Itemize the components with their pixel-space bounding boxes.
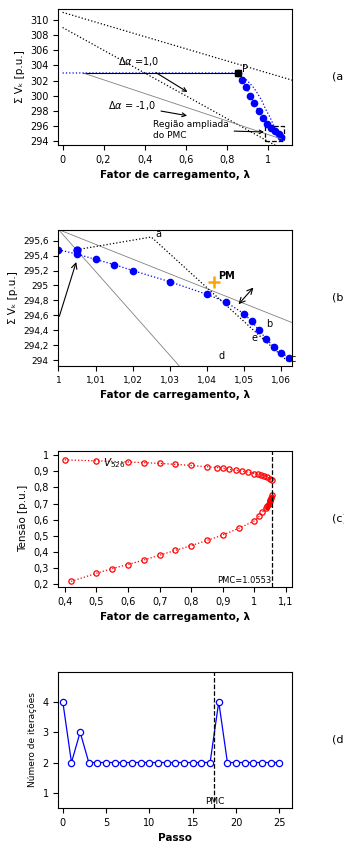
Y-axis label: Número de iterações: Número de iterações	[28, 693, 37, 787]
Y-axis label: Σ Vₖ [p.u.]: Σ Vₖ [p.u.]	[8, 271, 18, 324]
X-axis label: Fator de carregamento, λ: Fator de carregamento, λ	[100, 390, 250, 400]
Text: $\Delta\alpha$ =1,0: $\Delta\alpha$ =1,0	[118, 56, 186, 91]
Bar	[265, 126, 284, 141]
X-axis label: Fator de carregamento, λ: Fator de carregamento, λ	[100, 170, 250, 180]
Text: b: b	[266, 319, 273, 329]
Text: (b): (b)	[332, 292, 344, 303]
Text: (a): (a)	[332, 72, 344, 82]
Text: PM: PM	[218, 272, 235, 281]
Text: (c): (c)	[332, 514, 344, 524]
Text: Região ampliada
do PMC: Região ampliada do PMC	[153, 120, 263, 139]
Text: a: a	[155, 229, 161, 239]
Text: c: c	[291, 354, 296, 364]
Text: e: e	[251, 333, 258, 344]
Text: d: d	[218, 351, 224, 361]
X-axis label: Passo: Passo	[159, 834, 192, 843]
Y-axis label: Σ Vₖ [p.u.]: Σ Vₖ [p.u.]	[15, 50, 25, 103]
Text: (d): (d)	[332, 734, 344, 745]
Y-axis label: Tensão [p.u.]: Tensão [p.u.]	[18, 485, 28, 552]
Text: PMC=1.0553: PMC=1.0553	[217, 576, 271, 585]
Text: P: P	[242, 64, 248, 74]
Text: $V_{526}$: $V_{526}$	[103, 456, 125, 469]
X-axis label: Fator de carregamento, λ: Fator de carregamento, λ	[100, 612, 250, 622]
Text: PMC: PMC	[205, 798, 224, 806]
Text: $\Delta\alpha$ = -1,0: $\Delta\alpha$ = -1,0	[108, 99, 186, 116]
